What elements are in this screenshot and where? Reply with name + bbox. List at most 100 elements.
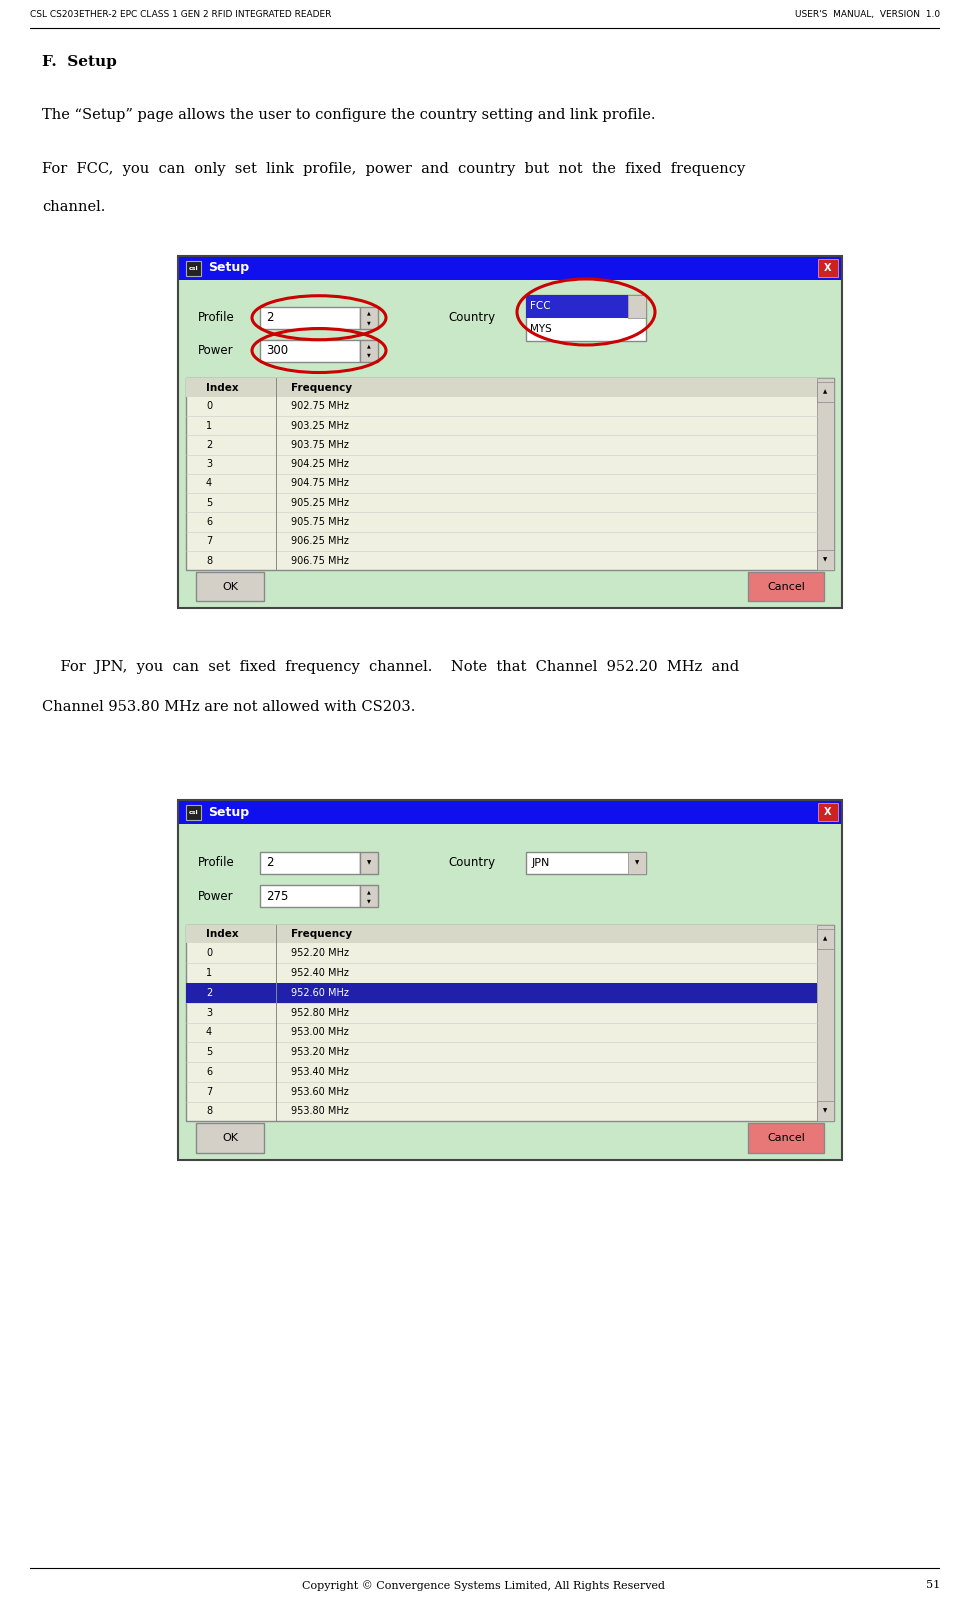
Bar [628, 852, 646, 874]
Bar [178, 825, 842, 1161]
Text: 8: 8 [206, 1106, 212, 1116]
Text: 903.75 MHz: 903.75 MHz [291, 440, 349, 450]
Text: 5: 5 [206, 1047, 212, 1057]
Text: 952.20 MHz: 952.20 MHz [291, 948, 349, 959]
Text: Setup: Setup [207, 261, 249, 274]
Bar [186, 805, 202, 820]
Text: ▼: ▼ [367, 320, 371, 325]
Bar [186, 925, 834, 943]
Text: Profile: Profile [198, 857, 234, 869]
Text: 0: 0 [206, 402, 212, 411]
Text: ▼: ▼ [635, 860, 640, 865]
Text: ▲: ▲ [824, 937, 828, 941]
Bar [196, 1122, 264, 1153]
Bar [526, 295, 646, 341]
Text: channel.: channel. [42, 200, 106, 215]
Bar [178, 280, 842, 608]
Text: JPN: JPN [532, 858, 550, 868]
Bar [260, 885, 360, 908]
Bar [360, 307, 378, 328]
Bar [178, 800, 842, 1161]
Text: 51: 51 [925, 1580, 940, 1590]
Bar [186, 378, 834, 570]
Text: MYS: MYS [530, 325, 551, 335]
Text: USER'S  MANUAL,  VERSION  1.0: USER'S MANUAL, VERSION 1.0 [795, 10, 940, 19]
Bar [628, 295, 646, 317]
Text: ▲: ▲ [367, 343, 371, 347]
Text: 300: 300 [266, 344, 288, 357]
Text: Index: Index [206, 929, 238, 940]
Text: ▼: ▼ [367, 352, 371, 359]
Bar [186, 378, 834, 397]
Text: 952.40 MHz: 952.40 MHz [291, 969, 349, 978]
Text: 0: 0 [206, 948, 212, 959]
Text: 904.25 MHz: 904.25 MHz [291, 459, 349, 469]
Text: Power: Power [198, 890, 234, 903]
Text: 953.60 MHz: 953.60 MHz [291, 1087, 349, 1097]
Text: ▲: ▲ [367, 889, 371, 893]
Text: 1: 1 [206, 421, 212, 431]
Text: ▼: ▼ [367, 860, 371, 865]
Bar [817, 925, 834, 1121]
Text: 2: 2 [206, 440, 212, 450]
Text: ▲: ▲ [367, 311, 371, 315]
Bar [817, 383, 834, 402]
Text: 7: 7 [206, 536, 212, 546]
Text: ▲: ▲ [824, 389, 828, 394]
Bar [526, 852, 646, 874]
Text: 902.75 MHz: 902.75 MHz [291, 402, 349, 411]
Text: 905.75 MHz: 905.75 MHz [291, 517, 349, 527]
Bar [526, 295, 628, 317]
Text: 952.80 MHz: 952.80 MHz [291, 1007, 349, 1018]
Text: 953.00 MHz: 953.00 MHz [291, 1028, 349, 1037]
Bar [817, 929, 834, 949]
Text: Index: Index [206, 383, 238, 392]
Bar [748, 1122, 824, 1153]
Text: 5: 5 [206, 498, 212, 508]
Text: Country: Country [448, 857, 495, 869]
Text: Channel 953.80 MHz are not allowed with CS203.: Channel 953.80 MHz are not allowed with … [42, 700, 416, 714]
Text: 2: 2 [266, 857, 273, 869]
Text: Frequency: Frequency [291, 383, 352, 392]
Bar [260, 339, 360, 362]
Text: ▼: ▼ [824, 557, 828, 564]
Text: F.  Setup: F. Setup [42, 54, 116, 69]
Text: 952.60 MHz: 952.60 MHz [291, 988, 349, 997]
Text: OK: OK [222, 1134, 238, 1143]
Bar [818, 802, 838, 821]
Text: ▼: ▼ [824, 1108, 828, 1114]
Text: Profile: Profile [198, 311, 234, 325]
Text: 905.25 MHz: 905.25 MHz [291, 498, 349, 508]
Text: 953.40 MHz: 953.40 MHz [291, 1066, 349, 1077]
Bar [360, 852, 378, 874]
Text: 4: 4 [206, 1028, 212, 1037]
Text: OK: OK [222, 581, 238, 592]
Bar [186, 983, 817, 1002]
Text: For  FCC,  you  can  only  set  link  profile,  power  and  country  but  not  t: For FCC, you can only set link profile, … [42, 162, 745, 176]
Bar [186, 925, 834, 1121]
Text: For  JPN,  you  can  set  fixed  frequency  channel.    Note  that  Channel  952: For JPN, you can set fixed frequency cha… [42, 660, 739, 674]
Bar [260, 852, 360, 874]
Text: 904.75 MHz: 904.75 MHz [291, 479, 349, 488]
Bar [817, 378, 834, 570]
Text: CSL CS203ETHER-2 EPC CLASS 1 GEN 2 RFID INTEGRATED READER: CSL CS203ETHER-2 EPC CLASS 1 GEN 2 RFID … [30, 10, 331, 19]
Text: csl: csl [189, 810, 199, 815]
Text: Cancel: Cancel [767, 581, 805, 592]
Text: FCC: FCC [530, 301, 550, 311]
Bar [196, 572, 264, 602]
Bar [178, 256, 842, 608]
Text: The “Setup” page allows the user to configure the country setting and link profi: The “Setup” page allows the user to conf… [42, 107, 655, 122]
Text: 906.25 MHz: 906.25 MHz [291, 536, 349, 546]
Bar [817, 551, 834, 570]
Text: 6: 6 [206, 1066, 212, 1077]
Text: 1: 1 [206, 969, 212, 978]
Text: 903.25 MHz: 903.25 MHz [291, 421, 349, 431]
Text: 7: 7 [206, 1087, 212, 1097]
Text: X: X [824, 807, 831, 817]
Text: Copyright © Convergence Systems Limited, All Rights Reserved: Copyright © Convergence Systems Limited,… [302, 1580, 666, 1591]
Text: 2: 2 [266, 311, 273, 325]
Text: 906.75 MHz: 906.75 MHz [291, 556, 349, 565]
Text: 953.80 MHz: 953.80 MHz [291, 1106, 349, 1116]
Text: csl: csl [189, 266, 199, 271]
Bar [178, 256, 842, 280]
